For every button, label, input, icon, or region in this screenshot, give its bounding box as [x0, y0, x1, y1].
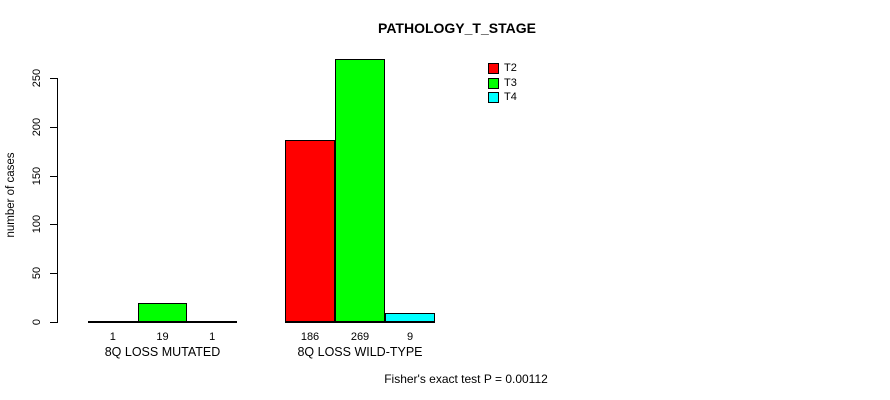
y-tick-mark [50, 175, 57, 177]
y-tick-label: 50 [31, 267, 43, 280]
bar-value-label: 269 [350, 331, 370, 343]
y-axis-line [57, 78, 58, 323]
y-tick-label: 250 [31, 68, 43, 88]
legend: T2 T3 T4 [488, 63, 517, 103]
bar-value-label: 1 [209, 331, 216, 343]
y-tick-label: 200 [31, 117, 43, 136]
y-tick-label: 150 [31, 166, 43, 185]
bar-value-label: 186 [300, 331, 320, 343]
y-tick-label: 0 [31, 318, 43, 326]
y-axis-title: number of cases [5, 152, 17, 238]
bar-T3 [335, 59, 385, 322]
group-baseline [285, 321, 435, 323]
y-tick-mark [50, 78, 57, 79]
legend-label: T3 [504, 76, 517, 89]
legend-item: T3 [488, 76, 517, 89]
legend-item: T4 [488, 92, 517, 103]
bar-value-label: 19 [156, 331, 169, 343]
category-label: 8Q LOSS WILD-TYPE [297, 345, 423, 359]
category-label: 8Q LOSS MUTATED [104, 345, 221, 359]
statistics-annotation: Fisher's exact test P = 0.00112 [384, 372, 548, 386]
bar-T4 [187, 321, 237, 323]
legend-swatch-T3 [488, 77, 499, 89]
bar-T3 [137, 303, 188, 322]
y-tick-mark [50, 126, 57, 128]
legend-label: T2 [504, 62, 517, 74]
bar-T2 [285, 140, 335, 322]
y-tick-mark [50, 322, 57, 323]
legend-swatch-T4 [488, 92, 499, 103]
y-tick-mark [50, 224, 57, 226]
legend-label: T4 [504, 91, 517, 103]
y-tick-mark [50, 273, 57, 275]
legend-item: T2 [488, 63, 517, 74]
bar-value-label: 1 [109, 331, 116, 343]
bar-T2 [88, 321, 138, 323]
legend-swatch-T2 [488, 63, 499, 74]
y-tick-label: 100 [31, 215, 43, 234]
bar-value-label: 9 [406, 331, 414, 343]
group-baseline [88, 321, 237, 323]
bar-T4 [385, 313, 435, 322]
chart-title: PATHOLOGY_T_STAGE [378, 20, 536, 36]
